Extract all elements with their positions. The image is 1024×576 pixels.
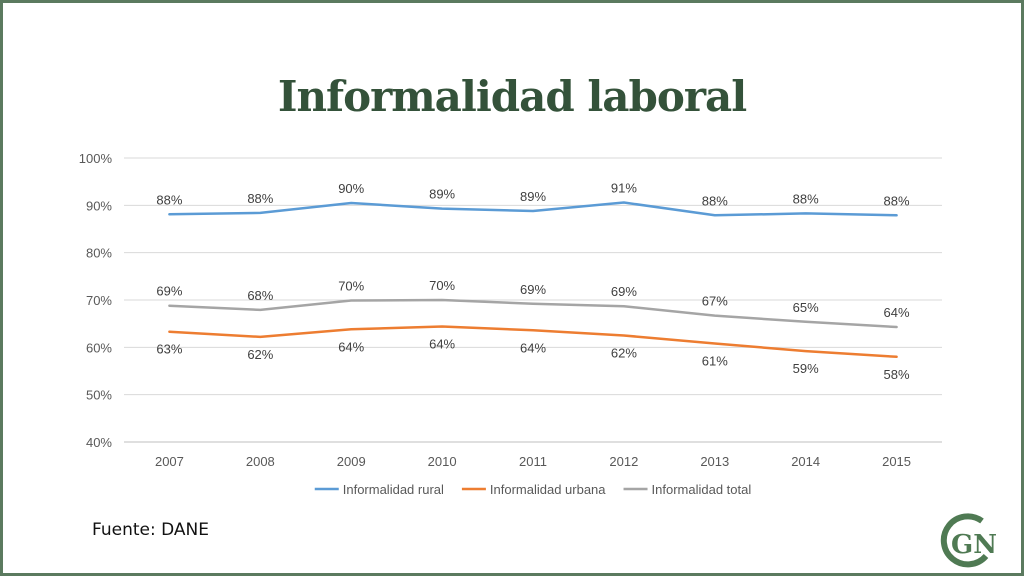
data-label: 62% bbox=[611, 346, 637, 361]
slide-title: Informalidad laboral bbox=[277, 72, 747, 121]
data-label: 88% bbox=[247, 191, 273, 206]
data-label: 58% bbox=[884, 367, 910, 382]
x-tick-label: 2012 bbox=[609, 454, 638, 469]
logo-lettering: GN bbox=[951, 530, 997, 560]
data-label: 90% bbox=[338, 181, 364, 196]
y-tick-label: 90% bbox=[86, 198, 112, 213]
y-tick-label: 80% bbox=[86, 246, 112, 261]
x-tick-label: 2008 bbox=[246, 454, 275, 469]
data-label: 69% bbox=[611, 284, 637, 299]
data-label: 88% bbox=[156, 192, 182, 207]
y-tick-label: 100% bbox=[79, 151, 113, 166]
y-tick-label: 70% bbox=[86, 293, 112, 308]
x-tick-label: 2014 bbox=[791, 454, 820, 469]
legend-label: Informalidad total bbox=[652, 482, 752, 497]
data-label: 64% bbox=[338, 339, 364, 354]
data-label: 64% bbox=[884, 305, 910, 320]
data-label: 88% bbox=[793, 191, 819, 206]
data-label: 61% bbox=[702, 354, 728, 369]
data-label: 88% bbox=[884, 193, 910, 208]
y-tick-label: 50% bbox=[86, 388, 112, 403]
data-label: 59% bbox=[793, 361, 819, 376]
data-label: 91% bbox=[611, 180, 637, 195]
y-tick-label: 40% bbox=[86, 435, 112, 450]
y-tick-label: 60% bbox=[86, 340, 112, 355]
data-label: 69% bbox=[156, 284, 182, 299]
data-label: 62% bbox=[247, 347, 273, 362]
series-line bbox=[168, 201, 898, 217]
data-label: 69% bbox=[520, 282, 546, 297]
legend-label: Informalidad rural bbox=[343, 482, 444, 497]
x-tick-label: 2010 bbox=[428, 454, 457, 469]
data-label: 65% bbox=[793, 300, 819, 315]
data-label: 89% bbox=[429, 187, 455, 202]
series-line bbox=[168, 325, 898, 359]
gn-logo: GN bbox=[940, 513, 997, 568]
x-tick-label: 2011 bbox=[519, 454, 547, 469]
data-label: 70% bbox=[429, 278, 455, 293]
x-tick-label: 2007 bbox=[155, 454, 184, 469]
source-note: Fuente: DANE bbox=[92, 520, 209, 540]
x-tick-label: 2015 bbox=[882, 454, 911, 469]
x-tick-label: 2009 bbox=[337, 454, 366, 469]
data-label: 68% bbox=[247, 288, 273, 303]
series-line bbox=[168, 298, 898, 329]
data-label: 64% bbox=[520, 340, 546, 355]
legend-label: Informalidad urbana bbox=[490, 482, 606, 497]
data-label: 63% bbox=[156, 342, 182, 357]
x-tick-label: 2013 bbox=[700, 454, 729, 469]
data-label: 64% bbox=[429, 337, 455, 352]
data-label: 67% bbox=[702, 294, 728, 309]
data-label: 70% bbox=[338, 278, 364, 293]
data-label: 88% bbox=[702, 193, 728, 208]
data-label: 89% bbox=[520, 189, 546, 204]
